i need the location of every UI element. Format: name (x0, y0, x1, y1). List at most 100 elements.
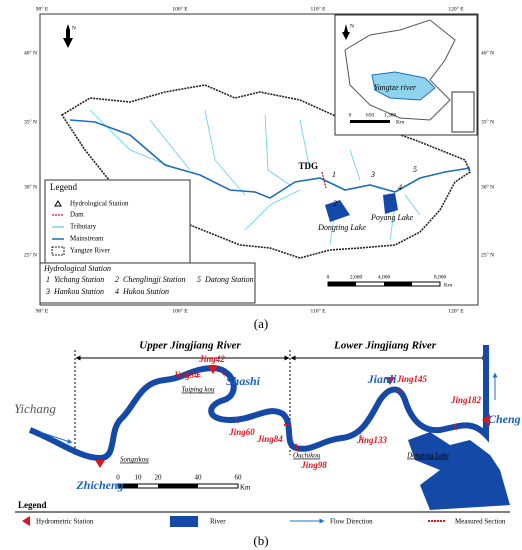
latitude-label: 35° N (24, 118, 37, 125)
station-marker-label: 2 (333, 199, 337, 208)
latitude-label: 25° N (481, 251, 494, 258)
dam-label: TDG (298, 161, 318, 171)
station-name: Chenglingji Station (123, 275, 185, 284)
inset-scale-label: 0 (349, 112, 352, 118)
scale-label: 8,000 (434, 274, 447, 280)
latitude-label: 30° N (481, 183, 494, 190)
caption: (a) (254, 316, 268, 331)
legend-item: Hydrometric Station (36, 518, 94, 526)
scale-label: 40 (195, 474, 203, 482)
legend-symbol (22, 516, 30, 526)
scale-bar (158, 484, 198, 488)
dam (321, 171, 327, 189)
station-number: 4 (115, 287, 119, 296)
city-label: Yichang (14, 401, 56, 416)
legend-item: Tributary (70, 223, 97, 231)
legend-item: Yangtze River (70, 247, 111, 255)
latitude-label: 40° N (481, 49, 494, 56)
station-marker-label: 1 (332, 170, 336, 179)
legend-item: Flow Direction (330, 518, 373, 526)
scale-label: 60 (235, 474, 243, 482)
inset-scale-label: 650 (366, 112, 375, 118)
station-marker-label: 3 (370, 170, 375, 179)
section-label: Jing34 (172, 370, 199, 380)
legend-symbol (54, 200, 62, 207)
station-number: 1 (46, 275, 50, 284)
legend-symbol (170, 516, 198, 527)
scale-label: 2,000 (350, 274, 363, 280)
station-table-box (39, 262, 256, 304)
city-label: Cheng lingji (488, 412, 522, 426)
flow-arrow (39, 431, 73, 444)
lakes (325, 193, 398, 222)
legend-item: River (210, 518, 226, 526)
lake-label: Poyang Lake (370, 213, 413, 222)
section-label: Jing133 (356, 435, 388, 445)
longitude-label: 100° E (172, 307, 188, 314)
scale-label: 10 (135, 474, 143, 482)
section-label: Jing182 (450, 395, 482, 405)
station-number: 2 (115, 275, 119, 284)
scale-label: 0 (116, 474, 120, 482)
mainstream (69, 119, 471, 199)
city-label: Zhicheng (75, 478, 123, 492)
scale-bar (118, 484, 138, 488)
scale-bar (384, 282, 412, 286)
inset-basin (371, 71, 436, 101)
station-name: Yichang Station (54, 275, 104, 284)
station-name: Datong Station (204, 275, 254, 284)
inset-scale-bar (350, 120, 390, 123)
latitude-label: 40° N (24, 49, 37, 56)
longitude-label: 90° E (36, 5, 49, 12)
china-outline (344, 19, 456, 121)
tributaries (89, 109, 421, 246)
north-arrow (63, 24, 73, 48)
latitude-label: 25° N (24, 251, 37, 258)
city-label: Jianli (367, 372, 397, 386)
caption: (b) (253, 533, 268, 548)
station-name: Hankou Station (53, 287, 104, 296)
city-label: Shashi (226, 374, 261, 388)
outlet-label: Taiping kou (182, 386, 215, 394)
legend-symbol (51, 246, 65, 256)
longitude-label: 100° E (172, 5, 188, 12)
inset-scale-label: 1,300 (384, 112, 397, 118)
stations (95, 366, 490, 468)
station-marker-label: 4 (398, 183, 402, 192)
sections (197, 370, 458, 453)
scale-unit: Km (240, 484, 251, 492)
reach-title: Lower Jingjiang River (333, 340, 437, 352)
longitude-label: 110° E (311, 307, 327, 314)
inset-north-arrow (342, 24, 350, 40)
scale-label: 20 (155, 474, 163, 482)
dongting-lake (408, 432, 510, 510)
section-label: Jing42 (198, 354, 225, 364)
longitude-label: 120° E (448, 307, 464, 314)
legend-item: Measured Section (455, 518, 506, 526)
river (28, 345, 489, 462)
reach-title: Upper Jingjiang River (139, 340, 241, 352)
legend-title: Legend (18, 500, 47, 510)
legend-item: Dam (70, 211, 84, 219)
outlet-label: Songzikou (120, 456, 149, 464)
section-label: Jing84 (256, 434, 283, 444)
station-number: 5 (197, 275, 201, 284)
legend-item: Hydrological Station (70, 200, 129, 208)
section-label: Jing98 (300, 460, 327, 470)
table-title: Hydrological Station (43, 264, 111, 273)
legend-box (44, 179, 191, 264)
legend-item: Mainstream (70, 235, 104, 243)
lake-label: Dongting Lake (317, 223, 366, 232)
station-number: 3 (45, 287, 50, 296)
inset-scale-unit: Km (396, 119, 405, 125)
scale-label: 0 (327, 274, 330, 280)
inset-box (451, 91, 475, 133)
inset-label: Yangtze river (374, 83, 417, 92)
scale-label: 4,000 (378, 274, 391, 280)
longitude-label: 120° E (448, 5, 464, 12)
longitude-label: 110° E (311, 5, 327, 12)
legend-title: Legend (50, 182, 77, 192)
scale-unit: Km (444, 282, 453, 288)
section-label: Jing60 (228, 427, 255, 437)
